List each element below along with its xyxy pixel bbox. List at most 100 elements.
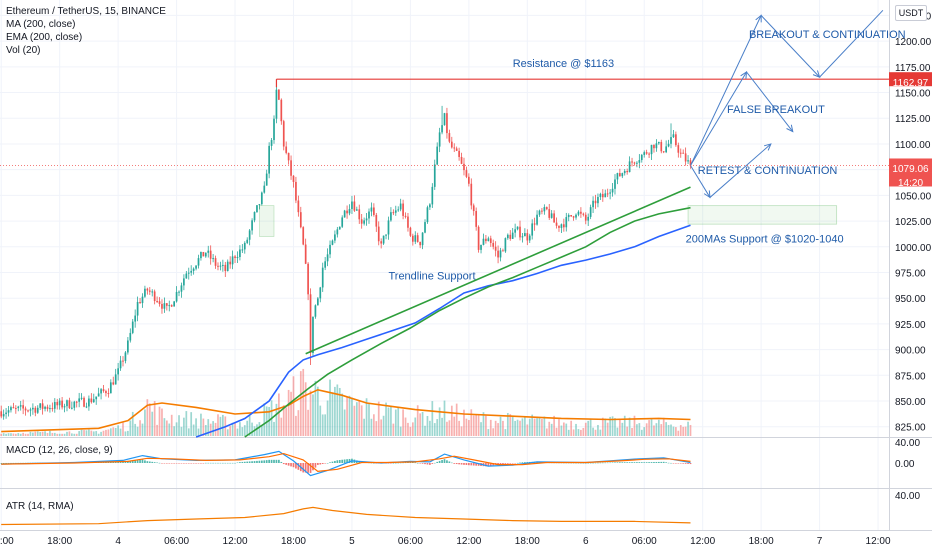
- macd-histogram-bar: [584, 463, 587, 464]
- candle: [97, 387, 100, 397]
- candle: [429, 203, 431, 210]
- candle: [492, 239, 495, 250]
- macd-histogram-bar: [509, 463, 512, 464]
- currency-label[interactable]: USDT: [895, 5, 927, 21]
- macd-histogram-bar: [346, 459, 348, 463]
- macd-histogram-bar: [687, 463, 689, 464]
- highlight-box: [259, 205, 275, 237]
- volume-bar: [341, 393, 344, 436]
- volume-bar: [511, 416, 514, 436]
- candle: [436, 142, 439, 166]
- candle: [314, 304, 317, 319]
- volume-bar: [178, 415, 180, 436]
- false-breakout-arrow: [690, 71, 794, 166]
- candle-body: [136, 301, 139, 316]
- macd-histogram-bar: [631, 462, 633, 463]
- candle-body: [377, 226, 380, 242]
- bar-countdown-badge: 14:20: [897, 178, 924, 189]
- candle-body: [49, 408, 51, 410]
- volume-bar: [550, 423, 553, 436]
- ma-legend[interactable]: MA (200, close): [6, 19, 76, 30]
- macd-histogram-bar: [170, 463, 173, 464]
- macd-histogram-bar: [307, 463, 309, 473]
- volume-bar: [487, 429, 490, 436]
- volume-bar: [0, 433, 3, 436]
- candle: [141, 293, 144, 308]
- macd-histogram-bar: [572, 462, 575, 464]
- volume-bar: [297, 410, 300, 436]
- macd-histogram-bar: [392, 463, 395, 464]
- support-zone-label: 200MAs Support @ $1020-1040: [686, 234, 844, 246]
- candle-body: [353, 201, 356, 211]
- candle: [351, 195, 353, 214]
- candle: [156, 296, 158, 304]
- atr-legend[interactable]: ATR (14, RMA): [6, 501, 74, 512]
- volume-bar: [95, 431, 98, 436]
- candle-body: [58, 400, 61, 406]
- candle: [85, 402, 88, 409]
- volume-bar: [453, 416, 456, 436]
- macd-histogram-bar: [446, 460, 448, 463]
- volume-bar: [463, 409, 465, 436]
- candle-body: [109, 382, 112, 394]
- candle: [180, 282, 183, 298]
- volume-bar: [450, 405, 453, 436]
- volume-bar: [584, 422, 587, 436]
- volume-bar: [419, 413, 421, 436]
- macd-histogram-bar: [158, 462, 161, 464]
- volume-bar: [616, 427, 619, 436]
- candle: [207, 245, 210, 258]
- macd-histogram-bar: [316, 463, 319, 465]
- candle-body: [168, 305, 171, 307]
- candle-body: [83, 397, 85, 407]
- candle: [611, 182, 614, 197]
- candle-body: [285, 146, 288, 153]
- macd-histogram-bar: [592, 462, 594, 464]
- candle-body: [163, 303, 166, 309]
- volume-bar: [153, 401, 156, 436]
- candle-body: [611, 188, 614, 193]
- volume-bar: [22, 432, 24, 436]
- macd-histogram-bar: [334, 460, 336, 463]
- candle: [497, 245, 499, 264]
- candle: [426, 205, 429, 224]
- candle: [295, 176, 297, 204]
- candle: [117, 362, 119, 381]
- volume-bar: [280, 417, 283, 436]
- volume-bar: [105, 429, 107, 436]
- macd-histogram-bar: [290, 463, 292, 467]
- candle-body: [497, 250, 499, 258]
- macd-histogram-bar: [278, 459, 280, 463]
- candle: [555, 217, 558, 229]
- volume-bar: [514, 420, 516, 436]
- time-tick-label: 12:00: [866, 536, 891, 547]
- volume-bar: [219, 416, 222, 436]
- macd-histogram-bar: [324, 463, 327, 464]
- volume-bar: [192, 424, 195, 436]
- volume-bar: [351, 397, 353, 436]
- macd-legend[interactable]: MACD (12, 26, close, 9): [6, 445, 113, 456]
- candle: [511, 227, 514, 239]
- macd-histogram-bar: [280, 461, 283, 463]
- candle-body: [511, 232, 514, 239]
- candle: [385, 234, 387, 240]
- ema-legend[interactable]: EMA (200, close): [6, 32, 83, 43]
- volume-bar: [655, 423, 658, 436]
- candle: [168, 300, 171, 312]
- vol-legend[interactable]: Vol (20): [6, 45, 41, 56]
- volume-bar: [509, 414, 512, 436]
- macd-histogram-bar: [675, 463, 677, 464]
- candle-body: [219, 265, 222, 267]
- candle-body: [290, 160, 292, 176]
- candle-body: [5, 412, 7, 415]
- candle: [148, 287, 151, 295]
- macd-histogram-bar: [441, 460, 443, 463]
- time-tick-label: 5: [349, 536, 355, 547]
- candle-body: [39, 403, 42, 408]
- candle-body: [85, 406, 88, 408]
- candle: [56, 398, 59, 410]
- volume-bar: [355, 402, 358, 436]
- macd-histogram-bar: [429, 463, 431, 465]
- candle-body: [426, 207, 429, 223]
